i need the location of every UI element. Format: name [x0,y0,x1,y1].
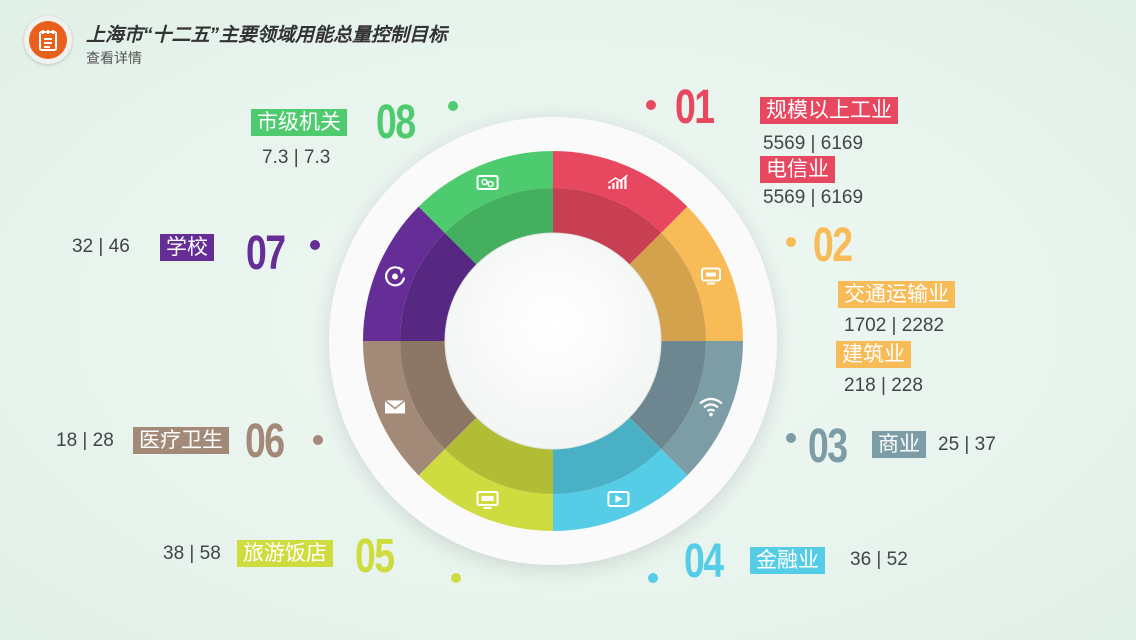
sector-inner-05 [444,417,553,494]
logo [24,16,72,64]
sector-dot-05 [451,573,461,583]
sector-value: 25 | 37 [938,434,996,455]
sector-number-06: 06 [245,415,285,468]
sector-inner-07 [400,232,477,341]
sector-value: 5569 | 6169 [763,187,864,208]
sector-inner-01 [553,188,662,265]
mail-icon [384,399,406,414]
sector-outer-07 [363,206,445,341]
view-details-link[interactable]: 查看详情 [86,50,142,66]
sector-inner-04 [553,417,662,494]
sector-label: 规模以上工业 [760,97,898,124]
sector-number-07: 07 [246,227,286,280]
sector-number-04: 04 [684,535,724,588]
sector-value: 18 | 28 [56,430,114,451]
sector-ring [363,151,743,531]
sector-outer-01 [553,151,688,233]
sector-label: 商业 [872,431,926,458]
sector-dot-04 [648,573,658,583]
sector-value: 7.3 | 7.3 [262,147,331,168]
sector-outer-05 [418,449,553,531]
sector-label: 学校 [160,234,214,261]
sector-label: 金融业 [750,547,825,574]
gear-monitor-icon [476,175,499,191]
bar-chart-icon [608,174,628,190]
sector-inner-08 [444,188,553,265]
sector-dot-06 [313,435,323,445]
sector-dot-01 [646,100,656,110]
sector-outer-03 [661,341,743,476]
refresh-icon [385,266,406,287]
wifi-icon [699,397,723,417]
sector-outer-04 [553,449,688,531]
sector-value: 36 | 52 [850,549,908,570]
sector-value: 32 | 46 [72,236,130,257]
notepad-icon [39,30,57,51]
sector-label: 医疗卫生 [133,427,229,454]
sector-number-01: 01 [675,81,715,134]
screen-icon [476,490,499,509]
sector-dot-07 [310,240,320,250]
play-icon [607,490,630,507]
sector-outer-08 [418,151,553,233]
page-title: 上海市“十二五”主要领域用能总量控制目标 [86,25,448,46]
sector-value: 5569 | 6169 [763,133,864,154]
sector-label: 旅游饭店 [237,540,333,567]
sector-number-08: 08 [376,96,416,149]
sector-inner-03 [629,341,706,450]
sector-inner-06 [400,341,477,450]
sector-dot-03 [786,433,796,443]
sector-number-03: 03 [808,420,848,473]
sector-value: 218 | 228 [844,375,923,396]
sector-label: 电信业 [760,156,835,183]
sector-dot-02 [786,237,796,247]
sector-label: 交通运输业 [838,281,955,308]
sector-icons [384,174,723,509]
sector-number-05: 05 [355,530,395,583]
sector-value: 38 | 58 [163,543,221,564]
sector-dot-08 [448,101,458,111]
sector-inner-02 [629,232,706,341]
sector-label: 建筑业 [836,341,911,368]
sector-number-02: 02 [813,219,853,272]
sector-value: 1702 | 2282 [844,315,945,336]
monitor-icon [700,267,721,285]
sector-label: 市级机关 [251,109,347,136]
